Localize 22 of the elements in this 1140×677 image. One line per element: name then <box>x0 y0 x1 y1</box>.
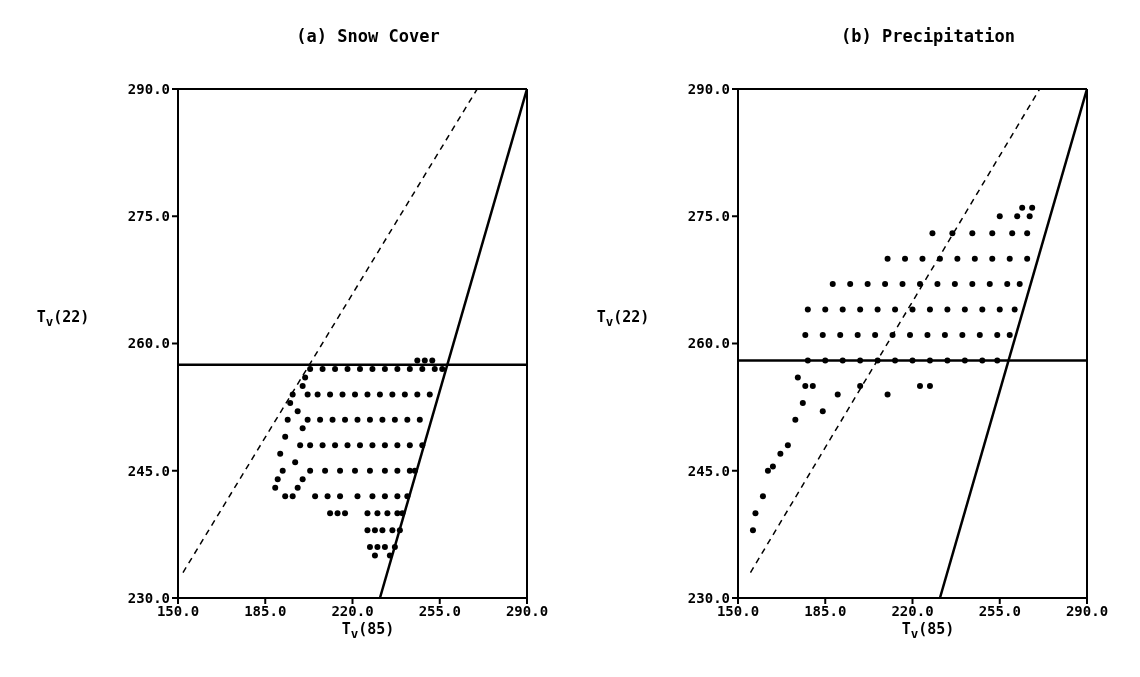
x-tick-label: 255.0 <box>418 602 461 619</box>
x-axis-title: T$_{v}$(85) <box>340 620 396 641</box>
y-tick-label: 245.0 <box>127 462 170 479</box>
y-tick-label: 260.0 <box>127 335 170 352</box>
x-tick-label: 220.0 <box>331 602 374 619</box>
y-tick-label: 275.0 <box>127 208 170 225</box>
chart-title: (b) Precipitation <box>840 26 1016 46</box>
x-tick-label: 185.0 <box>244 602 287 619</box>
y-tick-label: 290.0 <box>687 80 730 97</box>
y-tick-label: 245.0 <box>687 462 730 479</box>
x-tick-label: 290.0 <box>505 602 549 619</box>
y-tick-label: 290.0 <box>127 80 170 97</box>
x-tick-label: 290.0 <box>1065 602 1109 619</box>
y-tick-label: 275.0 <box>687 208 730 225</box>
x-axis-title: T$_{v}$(85) <box>900 620 956 641</box>
y-axis-title: T$_{v}$(22) <box>595 308 651 329</box>
x-tick-label: 255.0 <box>978 602 1021 619</box>
x-tick-label: 185.0 <box>804 602 847 619</box>
x-tick-label: 220.0 <box>891 602 934 619</box>
y-axis-title: T$_{v}$(22) <box>35 308 91 329</box>
y-tick-label: 260.0 <box>687 335 730 352</box>
chart-title: (a) Snow Cover <box>295 26 441 46</box>
